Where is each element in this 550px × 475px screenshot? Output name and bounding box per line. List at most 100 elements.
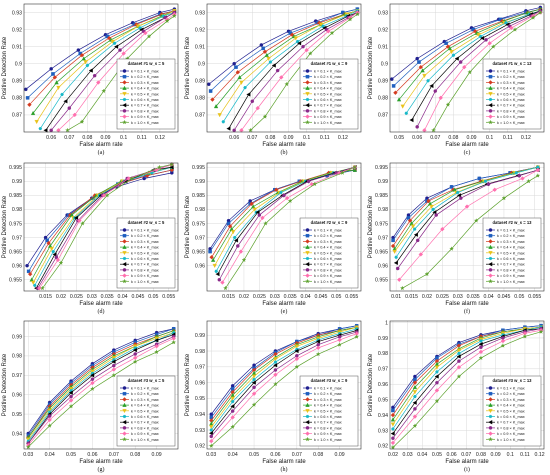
legend-entry: k = 1.0 × K_max <box>314 121 342 125</box>
series-10 <box>65 13 177 133</box>
series-10 <box>248 11 360 133</box>
y-tick-label: 0.87 <box>378 113 388 119</box>
data-point <box>47 423 53 428</box>
data-point <box>417 60 421 64</box>
legend-entry: k = 0.7 × K_max <box>497 263 525 267</box>
data-point <box>355 11 360 17</box>
x-tick-label: 0.07 <box>64 135 74 141</box>
data-point <box>413 374 417 379</box>
legend-marker <box>488 431 493 436</box>
y-tick-label: 0.95 <box>378 397 388 403</box>
legend-entry: k = 0.5 × K_max <box>497 409 525 413</box>
x-tick-label: 0.06 <box>447 452 457 458</box>
legend-entry: k = 0.2 × K_max <box>497 392 525 396</box>
data-point <box>294 344 299 349</box>
data-point <box>284 195 290 201</box>
y-tick-label: 0.87 <box>195 113 205 119</box>
data-point <box>255 210 260 215</box>
data-point <box>210 97 215 102</box>
legend-marker <box>488 239 493 244</box>
data-point <box>80 221 85 226</box>
data-point <box>454 56 459 61</box>
data-point <box>211 257 216 262</box>
legend-entry: k = 1.0 × K_max <box>314 438 342 442</box>
legend-marker <box>122 414 127 419</box>
legend-marker <box>122 262 127 267</box>
data-point <box>111 356 116 361</box>
data-point <box>63 99 68 104</box>
x-tick-label: 0.09 <box>466 135 476 141</box>
data-point <box>273 360 278 364</box>
data-point <box>24 87 28 92</box>
x-tick-label: 0.08 <box>82 135 92 141</box>
x-tick-label: 0.04 <box>45 452 55 458</box>
y-tick-label: 0.97 <box>378 367 388 373</box>
data-point <box>230 384 235 388</box>
x-tick-label: 0.02 <box>422 294 432 300</box>
legend-entry: k = 0.3 × K_max <box>314 240 342 244</box>
series-6 <box>394 165 540 259</box>
x-tick-label: 0.12 <box>521 135 531 141</box>
legend-entry: k = 0.3 × K_max <box>314 81 342 85</box>
data-point <box>252 385 256 390</box>
data-point <box>449 246 454 251</box>
legend-entry: k = 0.8 × K_max <box>131 268 159 272</box>
legend-marker <box>305 278 310 284</box>
legend-marker <box>305 103 310 108</box>
legend-marker <box>488 262 493 267</box>
legend-marker <box>122 97 127 102</box>
legend-marker <box>305 239 310 244</box>
y-tick-label: 0.96 <box>378 263 388 269</box>
legend-marker <box>488 402 493 407</box>
legend-entry: k = 1.0 × K_max <box>497 438 525 442</box>
data-point <box>394 255 398 259</box>
y-tick-label: 0.93 <box>195 428 205 434</box>
y-tick-label: 0.96 <box>378 382 388 388</box>
legend-entry: k = 0.1 × K_max <box>497 229 525 233</box>
axes-frame <box>23 162 179 292</box>
data-point <box>264 52 269 57</box>
legend-marker <box>488 391 493 396</box>
data-point <box>434 388 440 393</box>
x-tick-label: 0.025 <box>436 294 449 300</box>
x-tick-label: 0.08 <box>265 135 275 141</box>
panel-label: (c) <box>464 149 471 156</box>
data-point <box>133 352 137 356</box>
roc-chart: 0.03 0.04 0.05 0.06 0.07 0.08 0.09 0.94 0.95 0.96… <box>2 320 179 473</box>
data-point <box>459 196 463 200</box>
legend-entry: k = 0.3 × K_max <box>314 398 342 402</box>
data-point <box>418 252 424 257</box>
data-point <box>88 68 93 73</box>
x-axis-label: False alarm rate <box>445 301 489 307</box>
series-line <box>27 332 174 440</box>
legend-entry: k = 0.2 × K_max <box>314 234 342 238</box>
chart-panel: 0.03 0.04 0.05 0.06 0.07 0.08 0.09 0.92 0.93 0.94… <box>183 317 366 475</box>
data-point <box>132 359 138 364</box>
x-tick-label: 0.05 <box>432 452 442 458</box>
legend-marker <box>488 251 493 256</box>
data-point <box>412 400 417 405</box>
panel-label: (i) <box>464 466 470 473</box>
data-point <box>90 373 95 378</box>
y-tick-label: 0.97 <box>195 235 205 241</box>
series-9 <box>209 331 359 444</box>
legend-marker <box>488 436 493 442</box>
x-tick-label: 0.03 <box>453 294 463 300</box>
data-point <box>456 365 462 370</box>
data-point <box>413 407 417 411</box>
y-tick-label: 0.92 <box>12 27 22 33</box>
data-point <box>49 128 53 133</box>
legend-entry: k = 0.4 × K_max <box>131 404 159 408</box>
data-point <box>434 365 440 370</box>
y-axis-label: Positive Detection Rate <box>368 195 374 258</box>
data-point <box>68 398 74 403</box>
legend-marker <box>122 239 127 244</box>
series-10 <box>208 334 360 448</box>
legend-entry: k = 0.5 × K_max <box>497 92 525 96</box>
data-point <box>445 102 451 107</box>
data-point <box>432 210 437 215</box>
data-point <box>429 83 434 89</box>
series-line <box>211 328 357 431</box>
